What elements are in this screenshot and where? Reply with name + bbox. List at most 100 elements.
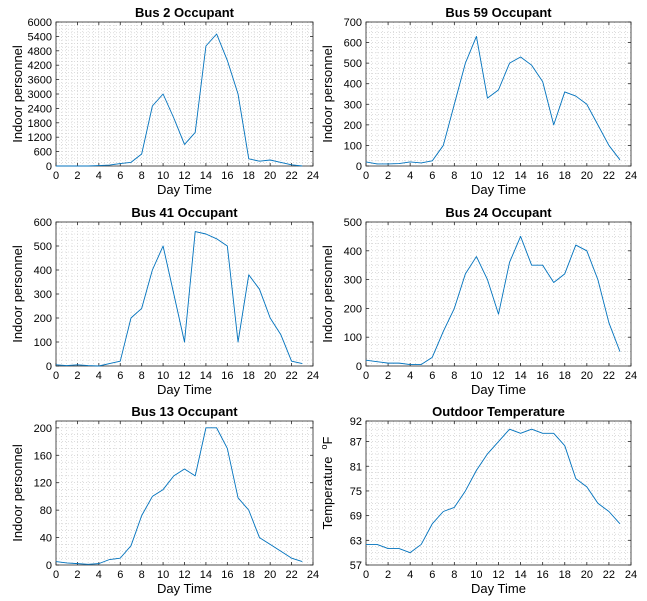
x-tick-label: 4 <box>407 370 413 382</box>
y-tick-label: 1200 <box>28 132 52 144</box>
x-tick-label: 14 <box>514 370 526 382</box>
x-tick-label: 22 <box>285 370 297 382</box>
x-tick-label: 14 <box>514 569 526 581</box>
y-tick-label: 4200 <box>28 60 52 72</box>
x-tick-label: 12 <box>178 569 190 581</box>
y-tick-label: 700 <box>344 17 362 29</box>
series-line <box>366 428 621 554</box>
x-axis-label: Day Time <box>471 581 526 596</box>
x-axis-label: Day Time <box>471 382 526 397</box>
x-tick-label: 24 <box>307 370 319 382</box>
x-tick-label: 6 <box>117 569 123 581</box>
x-tick-label: 6 <box>117 170 123 182</box>
series-line <box>56 33 303 167</box>
x-tick-label: 22 <box>603 170 615 182</box>
x-tick-label: 2 <box>385 569 391 581</box>
y-tick-label: 100 <box>34 337 52 349</box>
x-tick-label: 8 <box>139 170 145 182</box>
x-tick-label: 2 <box>385 170 391 182</box>
chart-title: Bus 41 Occupant <box>131 205 238 220</box>
x-tick-label: 6 <box>429 569 435 581</box>
x-tick-label: 10 <box>470 569 482 581</box>
x-tick-label: 4 <box>96 569 102 581</box>
y-tick-label: 0 <box>46 161 52 173</box>
x-axis-label: Day Time <box>157 382 212 397</box>
y-tick-label: 63 <box>350 535 362 547</box>
chart-panel: 0 2 4 6 8 10 12 14 16 18 20 22 240100200300400500600… <box>10 205 319 397</box>
y-tick-label: 160 <box>34 450 52 462</box>
unit-degree: o <box>319 444 329 449</box>
x-tick-label: 10 <box>157 370 169 382</box>
x-tick-label: 20 <box>581 569 593 581</box>
y-tick-label: 3000 <box>28 89 52 101</box>
y-tick-label: 600 <box>34 217 52 229</box>
y-tick-label: 200 <box>344 120 362 132</box>
x-tick-label: 16 <box>221 170 233 182</box>
x-tick-label: 16 <box>537 370 549 382</box>
x-tick-label: 10 <box>470 170 482 182</box>
y-tick-label: 200 <box>34 423 52 435</box>
y-tick-label: 300 <box>344 275 362 287</box>
x-tick-label: 16 <box>221 370 233 382</box>
x-tick-label: 16 <box>537 569 549 581</box>
x-tick-label: 8 <box>139 569 145 581</box>
x-tick-label: 12 <box>492 569 504 581</box>
x-tick-label: 12 <box>178 370 190 382</box>
y-tick-label: 400 <box>34 265 52 277</box>
x-tick-label: 24 <box>625 170 637 182</box>
x-tick-label: 0 <box>363 170 369 182</box>
x-tick-label: 24 <box>625 569 637 581</box>
y-tick-label: 600 <box>344 38 362 50</box>
chart-title: Bus 13 Occupant <box>131 404 238 419</box>
x-tick-label: 14 <box>200 569 212 581</box>
x-tick-label: 4 <box>96 370 102 382</box>
y-tick-label: 92 <box>350 416 362 428</box>
x-tick-label: 12 <box>178 170 190 182</box>
y-tick-label: 69 <box>350 511 362 523</box>
x-tick-label: 8 <box>139 370 145 382</box>
x-tick-label: 18 <box>243 170 255 182</box>
y-tick-label: 100 <box>344 332 362 344</box>
y-tick-label: 1800 <box>28 118 52 130</box>
y-tick-label: 2400 <box>28 103 52 115</box>
chart-title: Bus 2 Occupant <box>135 5 235 20</box>
x-tick-label: 10 <box>157 569 169 581</box>
y-tick-label: 600 <box>34 147 52 159</box>
y-tick-label: 0 <box>46 560 52 572</box>
x-axis-label: Day Time <box>471 182 526 197</box>
chart-panel: 0 2 4 6 8 10 12 14 16 18 20 22 240600120018002400300… <box>10 5 319 197</box>
x-tick-label: 16 <box>221 569 233 581</box>
x-tick-label: 0 <box>53 569 59 581</box>
chart-panel: 0 2 4 6 8 10 12 14 16 18 20 22 2457636975818792Outdo… <box>319 404 637 596</box>
x-tick-label: 18 <box>243 370 255 382</box>
x-tick-label: 22 <box>285 170 297 182</box>
x-tick-label: 2 <box>74 170 80 182</box>
x-tick-label: 24 <box>307 569 319 581</box>
chart-title: Outdoor Temperature <box>432 404 565 419</box>
y-tick-label: 100 <box>344 140 362 152</box>
y-tick-label: 0 <box>356 361 362 373</box>
y-tick-label: 120 <box>34 478 52 490</box>
y-tick-label: 200 <box>34 313 52 325</box>
y-tick-label: 57 <box>350 560 362 572</box>
y-axis-label: Temperature <box>320 457 335 530</box>
y-axis-unit-label: oF <box>319 436 335 449</box>
series-line <box>365 235 621 366</box>
y-axis-label: Indoor personnel <box>10 45 25 143</box>
y-tick-label: 80 <box>40 505 52 517</box>
x-tick-label: 2 <box>385 370 391 382</box>
x-tick-label: 0 <box>363 569 369 581</box>
x-tick-label: 4 <box>407 569 413 581</box>
x-tick-label: 22 <box>285 569 297 581</box>
y-tick-label: 500 <box>344 58 362 70</box>
chart-title: Bus 24 Occupant <box>445 205 552 220</box>
x-tick-label: 6 <box>429 370 435 382</box>
y-tick-label: 400 <box>344 246 362 258</box>
chart-panel: 0 2 4 6 8 10 12 14 16 18 20 22 240100200300400500600… <box>320 5 637 197</box>
x-tick-label: 12 <box>492 370 504 382</box>
y-axis-label: Indoor personnel <box>320 245 335 343</box>
x-tick-label: 24 <box>307 170 319 182</box>
x-tick-label: 8 <box>451 170 457 182</box>
y-tick-label: 4800 <box>28 46 52 58</box>
